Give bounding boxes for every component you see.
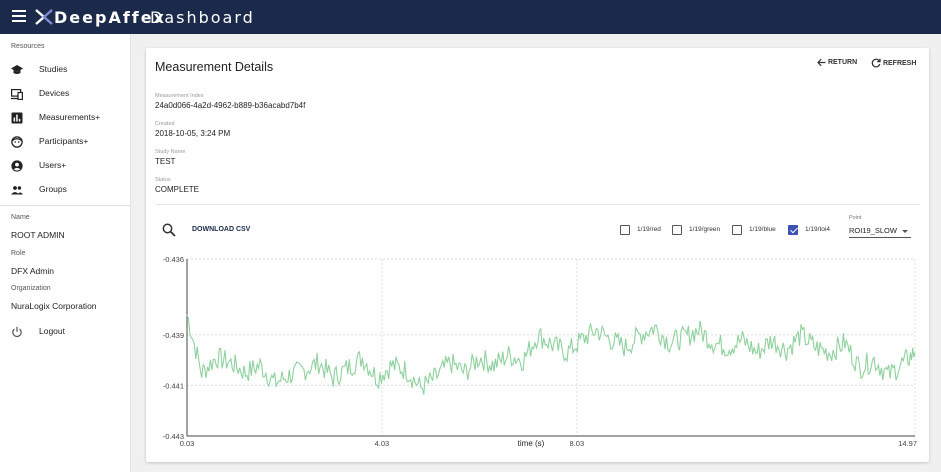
sidebar-item-label: Measurements+ xyxy=(39,112,101,122)
page-title: Measurement Details xyxy=(155,60,274,74)
status-label: Status xyxy=(155,177,171,183)
bar-chart-icon xyxy=(11,112,23,124)
y-tick-label: -0.443 xyxy=(163,432,184,441)
status-value: COMPLETE xyxy=(155,185,200,194)
sidebar-item-participants[interactable]: Participants+ xyxy=(0,131,131,153)
point-select-label: Point xyxy=(849,215,862,221)
sidebar-item-label: Users+ xyxy=(39,160,67,170)
devices-icon xyxy=(11,89,23,100)
menu-icon[interactable] xyxy=(12,10,26,24)
people-icon xyxy=(11,186,23,195)
sidebar-divider xyxy=(0,205,131,206)
card-divider xyxy=(155,204,919,205)
x-tick-label: 8.03 xyxy=(570,439,585,448)
measurement-index-value: 24a0d066-4a2d-4962-b889-b36acabd7b4f xyxy=(155,101,306,110)
y-tick-label: -0.439 xyxy=(163,331,184,340)
created-label: Created xyxy=(155,121,175,127)
download-csv-button[interactable]: DOWNLOAD CSV xyxy=(192,226,251,233)
study-name-value: TEST xyxy=(155,157,176,166)
created-value: 2018-10-05, 3:24 PM xyxy=(155,129,231,138)
measurement-details-card: Measurement Details RETURN REFRESH Measu… xyxy=(146,48,929,462)
name-value: ROOT ADMIN xyxy=(11,230,65,240)
sidebar-item-label: Studies xyxy=(39,64,68,74)
role-label: Role xyxy=(11,250,26,257)
organization-value: NuraLogix Corporation xyxy=(11,301,97,311)
checkbox-toi4[interactable] xyxy=(788,225,798,235)
measurement-index-label: Measurement Index xyxy=(155,93,204,99)
account-circle-icon xyxy=(11,160,23,172)
checkbox-label-green: 1/19/green xyxy=(689,226,721,233)
sidebar-item-label: Devices xyxy=(39,88,70,98)
app-title: Dashboard xyxy=(150,8,255,27)
refresh-icon xyxy=(871,58,881,68)
series-line xyxy=(186,314,916,395)
logo-x-icon xyxy=(35,9,53,25)
top-app-bar: DeepAffex Dashboard xyxy=(0,0,941,34)
point-select[interactable]: ROI19_SLOW xyxy=(849,224,911,238)
logout-button[interactable]: Logout xyxy=(0,321,131,343)
face-icon xyxy=(11,136,23,148)
checkbox-green[interactable] xyxy=(672,225,682,235)
sidebar-item-label: Groups xyxy=(39,184,67,194)
logout-label: Logout xyxy=(39,326,65,336)
y-tick-label: -0.441 xyxy=(163,381,184,390)
brand-name[interactable]: DeepAffex xyxy=(54,8,166,27)
return-label: RETURN xyxy=(827,59,858,66)
name-label: Name xyxy=(11,214,30,221)
sidebar-section-title: Resources xyxy=(11,43,45,50)
organization-label: Organization xyxy=(11,285,51,292)
checkbox-blue[interactable] xyxy=(732,225,742,235)
sidebar-item-studies[interactable]: Studies xyxy=(0,59,131,81)
checkbox-label-blue: 1/19/blue xyxy=(749,226,776,233)
arrow-back-icon xyxy=(817,58,826,67)
chevron-down-icon xyxy=(902,230,908,233)
sidebar-item-label: Participants+ xyxy=(39,136,89,146)
sidebar-item-groups[interactable]: Groups xyxy=(0,179,131,201)
x-tick-label: 0.03 xyxy=(180,439,195,448)
refresh-label: REFRESH xyxy=(882,59,917,67)
school-icon xyxy=(11,65,23,74)
zoom-icon[interactable] xyxy=(162,223,176,237)
sidebar: Resources Studies Devices Measurements+ … xyxy=(0,34,131,472)
x-tick-label: 14.97 xyxy=(898,439,917,448)
checkbox-red[interactable] xyxy=(620,225,630,235)
x-axis-label: time (s) xyxy=(518,439,545,448)
sidebar-item-users[interactable]: Users+ xyxy=(0,155,131,177)
sidebar-item-devices[interactable]: Devices xyxy=(0,83,131,105)
role-value: DFX Admin xyxy=(11,266,54,276)
return-button[interactable]: RETURN xyxy=(817,58,857,72)
refresh-button[interactable]: REFRESH xyxy=(871,58,916,72)
y-tick-label: -0.436 xyxy=(163,255,184,264)
study-name-label: Study Name xyxy=(155,149,186,155)
checkbox-label-toi4: 1/19/toi4 xyxy=(805,226,830,233)
point-select-value: ROI19_SLOW xyxy=(849,226,897,235)
checkbox-label-red: 1/19/red xyxy=(637,226,661,233)
sidebar-item-measurements[interactable]: Measurements+ xyxy=(0,107,131,129)
power-icon xyxy=(12,326,22,338)
x-tick-label: 4.03 xyxy=(375,439,390,448)
